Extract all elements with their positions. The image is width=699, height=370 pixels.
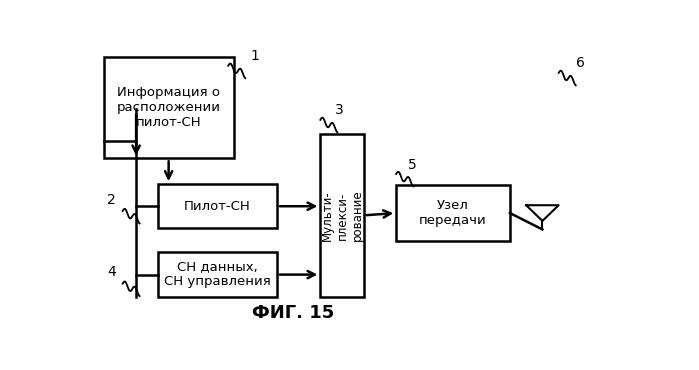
FancyBboxPatch shape (103, 57, 233, 158)
FancyBboxPatch shape (158, 252, 277, 296)
Polygon shape (526, 205, 559, 221)
Text: 6: 6 (576, 56, 585, 70)
Text: 5: 5 (408, 158, 417, 172)
Text: Мульти-
плекси-
рование: Мульти- плекси- рование (320, 189, 363, 241)
Text: 2: 2 (108, 193, 116, 207)
FancyBboxPatch shape (396, 185, 510, 241)
Text: 4: 4 (108, 265, 116, 279)
Text: ФИГ. 15: ФИГ. 15 (252, 304, 334, 322)
FancyBboxPatch shape (158, 184, 277, 228)
Text: Информация о
расположении
пилот-СН: Информация о расположении пилот-СН (117, 86, 221, 129)
Text: 1: 1 (251, 49, 260, 63)
Text: 3: 3 (335, 103, 344, 117)
FancyBboxPatch shape (320, 134, 363, 296)
Text: Узел
передачи: Узел передачи (419, 199, 487, 227)
Text: Пилот-СН: Пилот-СН (184, 199, 251, 213)
Text: СН данных,
СН управления: СН данных, СН управления (164, 260, 271, 289)
